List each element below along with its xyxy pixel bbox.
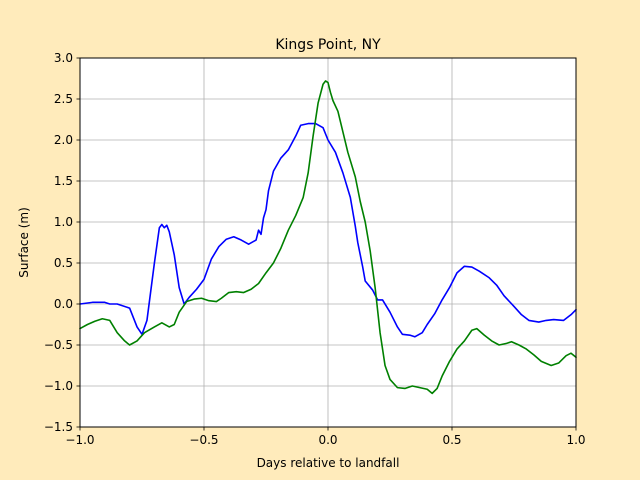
- series-line-1: [79, 122, 577, 338]
- chart-title: Kings Point, NY: [275, 37, 381, 53]
- x-tick-label: 0.5: [442, 433, 461, 447]
- y-tick-label: 2.5: [54, 92, 73, 106]
- y-axis-label: Surface (m): [17, 207, 31, 278]
- x-axis-label: Days relative to landfall: [257, 456, 400, 470]
- x-axis: −1.0 −0.5 0.0 0.5 1.0: [65, 427, 586, 447]
- y-tick-label: 1.5: [54, 174, 73, 188]
- y-tick-label: 3.0: [54, 51, 73, 65]
- x-tick-label: 0.0: [318, 433, 337, 447]
- x-tick-label: −1.0: [65, 433, 94, 447]
- y-axis: −1.5 −1.0 −0.5 0.0 0.5 1.0 1.5 2.0 2.5 3.0: [44, 51, 80, 434]
- y-tick-label: −1.5: [44, 420, 73, 434]
- y-tick-label: 1.0: [54, 215, 73, 229]
- x-tick-label: −0.5: [189, 433, 218, 447]
- series-layer: [79, 80, 577, 395]
- y-tick-label: 0.5: [54, 256, 73, 270]
- series-line-2: [79, 80, 577, 395]
- y-tick-label: −0.5: [44, 338, 73, 352]
- y-tick-label: −1.0: [44, 379, 73, 393]
- y-tick-label: 2.0: [54, 133, 73, 147]
- x-tick-label: 1.0: [566, 433, 585, 447]
- y-tick-label: 0.0: [54, 297, 73, 311]
